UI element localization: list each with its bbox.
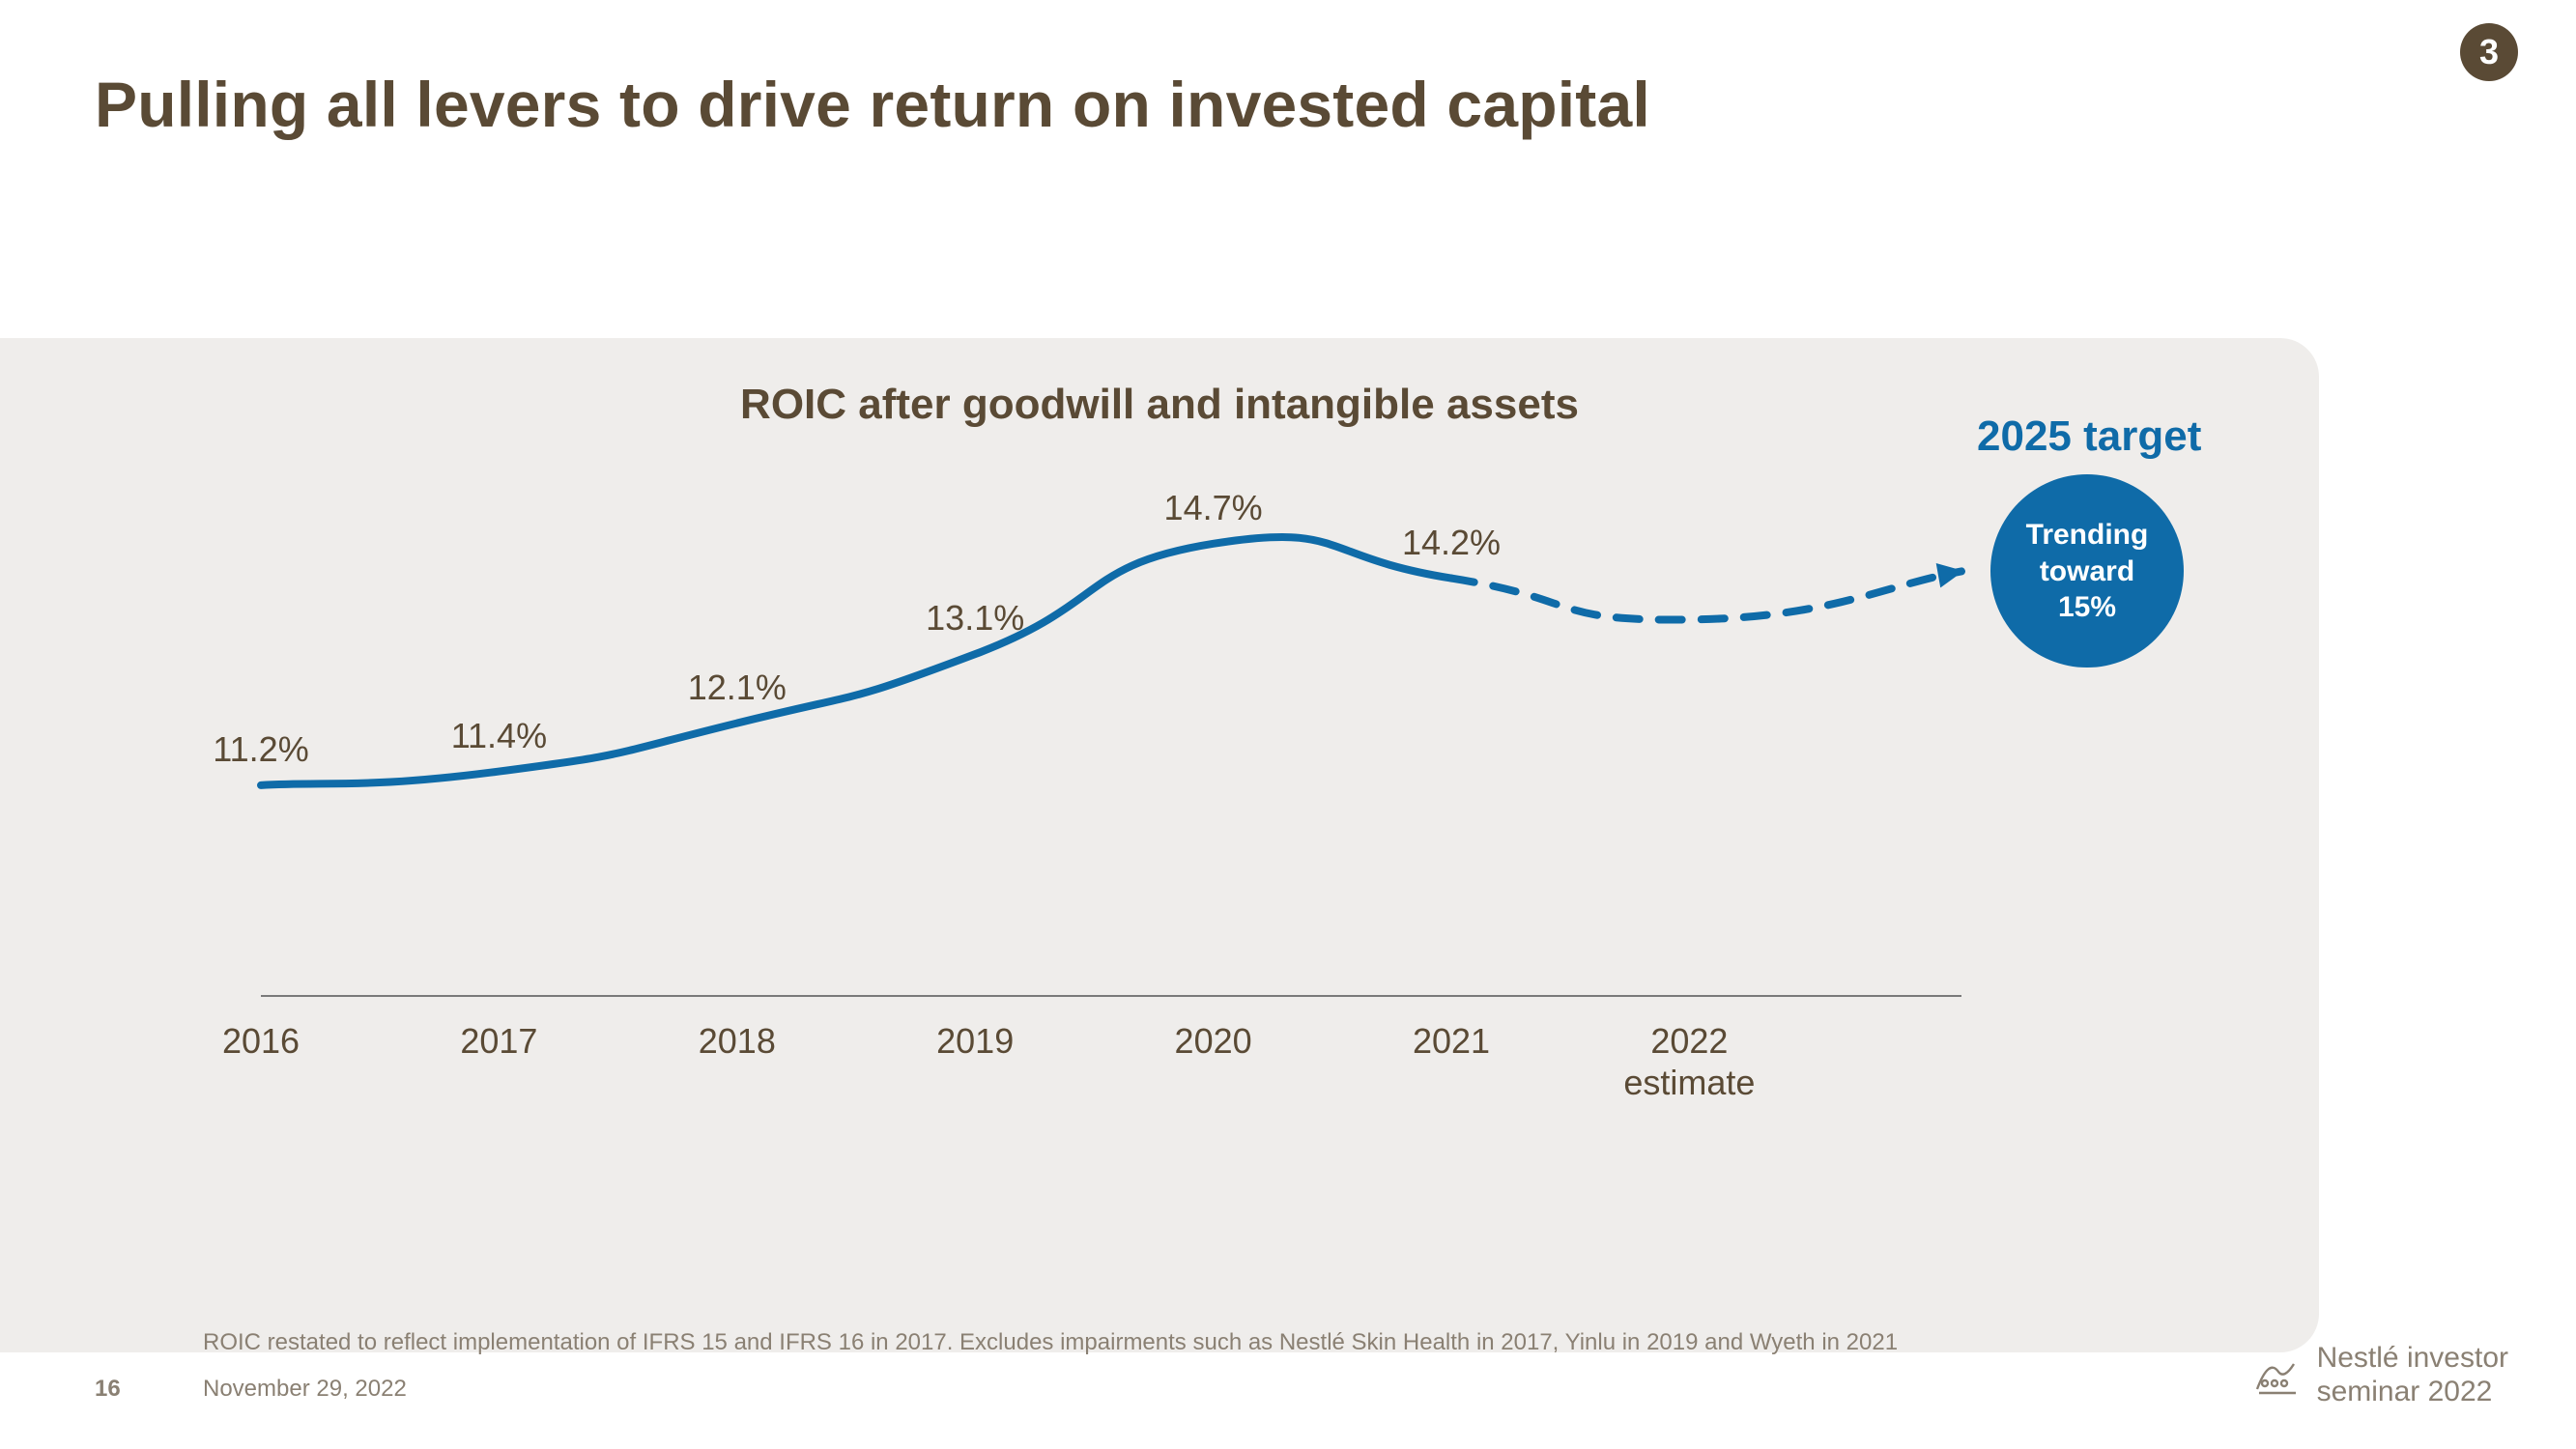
x-axis-label: 2019 (936, 1020, 1014, 1062)
x-axis-label: 2021 (1413, 1020, 1490, 1062)
page-number: 16 (95, 1376, 121, 1403)
data-label: 14.2% (1402, 523, 1501, 563)
data-label: 11.2% (213, 729, 308, 770)
x-axis-label: 2018 (699, 1020, 776, 1062)
footnote: ROIC restated to reflect implementation … (203, 1329, 1898, 1356)
data-label: 14.7% (1164, 488, 1263, 528)
target-circle: Trending toward 15% (1990, 474, 2184, 668)
brand-line-1: Nestlé investor (2317, 1342, 2508, 1376)
data-label: 12.1% (688, 668, 787, 708)
brand-text: Nestlé investor seminar 2022 (2317, 1342, 2508, 1408)
x-axis-label: 2017 (460, 1020, 537, 1062)
chart-baseline (261, 995, 1961, 997)
x-axis-label: 2016 (222, 1020, 300, 1062)
section-badge-number: 3 (2479, 32, 2499, 72)
brand-footer: Nestlé investor seminar 2022 (2251, 1342, 2508, 1408)
chart-area: 11.2%201611.4%201712.1%201813.1%201914.7… (261, 454, 1961, 1130)
x-axis-label: 2022 estimate (1623, 1020, 1755, 1103)
chart-title: ROIC after goodwill and intangible asset… (740, 381, 1579, 429)
chart-panel: ROIC after goodwill and intangible asset… (0, 338, 2319, 1352)
section-badge: 3 (2460, 23, 2518, 81)
target-label: 2025 target (1977, 412, 2201, 461)
slide-date: November 29, 2022 (203, 1376, 407, 1403)
slide: Pulling all levers to drive return on in… (0, 0, 2576, 1449)
x-axis-label: 2020 (1175, 1020, 1252, 1062)
data-label: 11.4% (451, 716, 547, 756)
data-label: 13.1% (926, 598, 1024, 639)
brand-logo-icon (2251, 1350, 2302, 1401)
brand-line-2: seminar 2022 (2317, 1376, 2508, 1409)
slide-title: Pulling all levers to drive return on in… (95, 68, 1650, 141)
target-circle-text: Trending toward 15% (2026, 517, 2149, 626)
